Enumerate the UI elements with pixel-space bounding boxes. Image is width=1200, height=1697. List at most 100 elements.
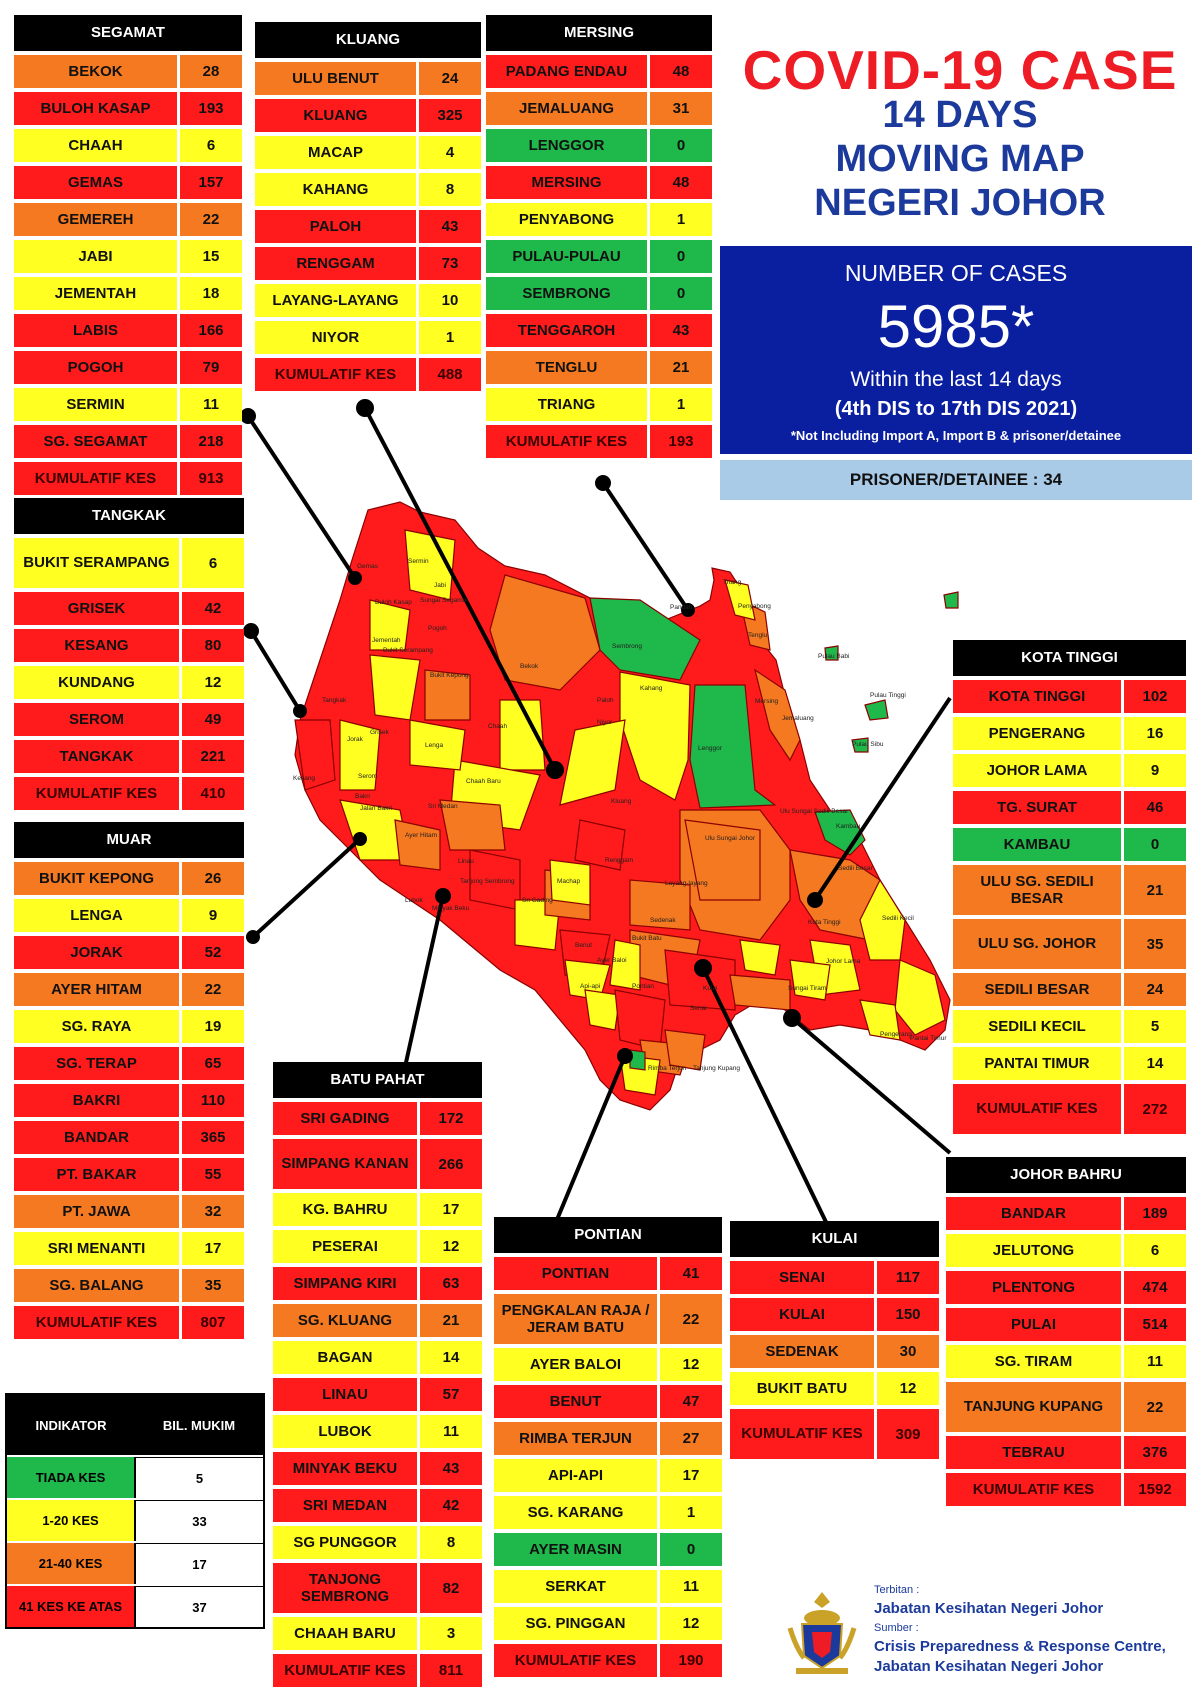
district-header: KULAI [730, 1221, 939, 1257]
mukim-name: SRI MENANTI [14, 1232, 179, 1265]
legend-indicator: TIADA KES [7, 1457, 134, 1498]
district-table-batupahat: BATU PAHAT SRI GADING 172 SIMPANG KANAN 266 K… [273, 1062, 482, 1687]
district-total-row: KUMULATIF KES 1592 [946, 1473, 1186, 1506]
legend-header: INDIKATOR BIL. MUKIM [7, 1395, 263, 1455]
map-region-lenga [409, 719, 466, 771]
district-header: KOTA TINGGI [953, 640, 1186, 676]
mukim-row: SRI MEDAN 42 [273, 1489, 482, 1522]
mukim-case-count: 22 [182, 973, 244, 1006]
mukim-case-count: 6 [182, 538, 244, 588]
mukim-row: CHAAH 6 [14, 129, 242, 162]
mukim-name: TEBRAU [946, 1436, 1121, 1469]
mukim-row: PULAI 514 [946, 1308, 1186, 1341]
mukim-row: PENGKALAN RAJA / JERAM BATU 22 [494, 1294, 722, 1344]
mukim-case-count: 65 [182, 1047, 244, 1080]
mukim-case-count: 218 [180, 425, 242, 458]
mukim-name: AYER MASIN [494, 1533, 657, 1566]
map-place-label: Triang [723, 579, 742, 586]
map-region-pengerang [859, 999, 901, 1041]
mukim-row: TG. SURAT 46 [953, 791, 1186, 824]
mukim-row: BANDAR 189 [946, 1197, 1186, 1230]
mukim-row: BANDAR 365 [14, 1121, 244, 1154]
mukim-case-count: 17 [182, 1232, 244, 1265]
legend-indicator: 21-40 KES [7, 1543, 134, 1584]
mukim-case-count: 0 [650, 240, 712, 273]
district-header: PONTIAN [494, 1217, 722, 1253]
mukim-name: BAGAN [273, 1341, 417, 1374]
legend-indicator: 1-20 KES [7, 1500, 134, 1541]
mukim-row: BAGAN 14 [273, 1341, 482, 1374]
map-region-layang [629, 879, 691, 931]
map-region-machap [549, 859, 591, 906]
total-value: 1592 [1124, 1473, 1186, 1506]
mukim-name: GEMAS [14, 166, 177, 199]
mukim-case-count: 22 [180, 203, 242, 236]
mukim-case-count: 3 [420, 1617, 482, 1650]
mukim-row: PADANG ENDAU 48 [486, 55, 712, 88]
mukim-name: SEDILI KECIL [953, 1010, 1121, 1043]
mukim-row: SG. KARANG 1 [494, 1496, 722, 1529]
map-region-lenggor [689, 684, 777, 809]
mukim-case-count: 35 [182, 1269, 244, 1302]
mukim-row: SIMPANG KANAN 266 [273, 1139, 482, 1189]
map-place-label: Kulai [703, 985, 717, 992]
map-place-label: Sedenak [650, 917, 676, 924]
mukim-row: SERKAT 11 [494, 1570, 722, 1603]
mukim-row: BULOH KASAP 193 [14, 92, 242, 125]
mukim-case-count: 18 [180, 277, 242, 310]
mukim-case-count: 30 [877, 1335, 939, 1368]
map-place-label: Linau [458, 858, 474, 865]
district-table-kluang: KLUANG ULU BENUT 24 KLUANG 325 MACAP 4 KAHANG 8 P… [255, 22, 481, 391]
map-region-renggam [574, 819, 626, 871]
mukim-name: SEMBRONG [486, 277, 647, 310]
map-place-label: Jementah [372, 637, 401, 644]
map-place-label: Sembrong [612, 643, 642, 650]
total-value: 190 [660, 1644, 722, 1677]
mukim-name: SENAI [730, 1261, 874, 1294]
map-place-label: Pontian [632, 983, 654, 990]
mukim-case-count: 474 [1124, 1271, 1186, 1304]
mukim-row: NIYOR 1 [255, 321, 481, 354]
mukim-case-count: 82 [420, 1563, 482, 1613]
mukim-name: SEDENAK [730, 1335, 874, 1368]
mukim-name: BENUT [494, 1385, 657, 1418]
mukim-case-count: 8 [420, 1526, 482, 1559]
mukim-name: BUKIT SERAMPANG [14, 538, 179, 588]
mukim-name: SG. BALANG [14, 1269, 179, 1302]
map-place-label: Layang-layang [665, 880, 708, 887]
summary-note: *Not Including Import A, Import B & pris… [790, 428, 1122, 443]
mukim-row: TENGGAROH 43 [486, 314, 712, 347]
mukim-row: SENAI 117 [730, 1261, 939, 1294]
mukim-case-count: 43 [419, 210, 481, 243]
mukim-row: PESERAI 12 [273, 1230, 482, 1263]
map-place-label: Pengerang [880, 1031, 912, 1038]
map-place-label: Sungai Segamat [420, 597, 468, 604]
map-place-label: Rimba Terjun [648, 1065, 687, 1072]
map-island-sibu [851, 737, 869, 753]
mukim-row: SEDILI BESAR 24 [953, 973, 1186, 1006]
map-place-label: Sri Gading [522, 897, 553, 904]
district-header: TANGKAK [14, 498, 244, 534]
mukim-name: SERKAT [494, 1570, 657, 1603]
mukim-row: AYER HITAM 22 [14, 973, 244, 1006]
mukim-case-count: 325 [419, 99, 481, 132]
total-label: KUMULATIF KES [953, 1084, 1121, 1134]
mukim-case-count: 28 [180, 55, 242, 88]
map-region-ulu-sg-johor [684, 819, 761, 901]
mukim-row: ULU SG. JOHOR 35 [953, 919, 1186, 969]
map-place-label: Jalan Bakri [360, 805, 392, 812]
mukim-case-count: 15 [180, 240, 242, 273]
mukim-case-count: 24 [419, 62, 481, 95]
district-header: JOHOR BAHRU [946, 1157, 1186, 1193]
mukim-case-count: 514 [1124, 1308, 1186, 1341]
mukim-name: TANJUNG KUPANG [946, 1382, 1121, 1432]
mukim-name: RIMBA TERJUN [494, 1422, 657, 1455]
mukim-case-count: 4 [419, 136, 481, 169]
mukim-row: SG. BALANG 35 [14, 1269, 244, 1302]
mukim-case-count: 365 [182, 1121, 244, 1154]
mukim-name: NIYOR [255, 321, 416, 354]
mukim-name: RENGGAM [255, 247, 416, 280]
mukim-name: GRISEK [14, 592, 179, 625]
mukim-case-count: 1 [650, 203, 712, 236]
